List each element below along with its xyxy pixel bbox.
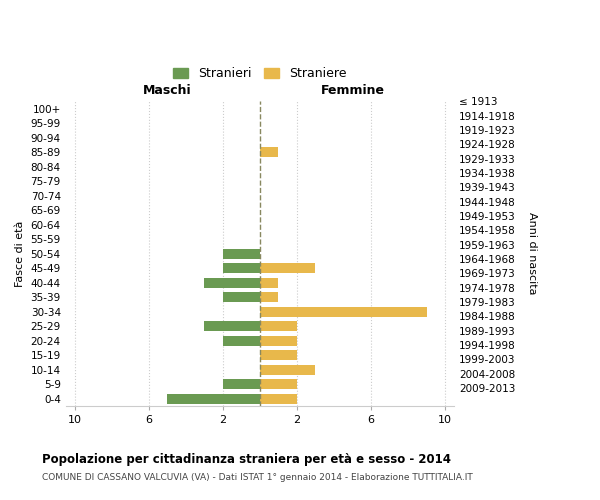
Bar (223, 379, 260, 390)
Text: Popolazione per cittadinanza straniera per età e sesso - 2014: Popolazione per cittadinanza straniera p… (42, 452, 451, 466)
Bar (223, 292, 260, 302)
Text: COMUNE DI CASSANO VALCUVIA (VA) - Dati ISTAT 1° gennaio 2014 - Elaborazione TUTT: COMUNE DI CASSANO VALCUVIA (VA) - Dati I… (42, 472, 473, 482)
Bar (223, 248, 260, 259)
Bar (223, 336, 260, 346)
Bar (260, 364, 316, 375)
Bar (223, 263, 260, 274)
Bar (260, 336, 297, 346)
Text: Maschi: Maschi (143, 84, 192, 97)
Bar (167, 394, 260, 404)
Bar (260, 278, 278, 288)
Bar (205, 321, 260, 332)
Bar (260, 321, 297, 332)
Bar (260, 263, 316, 274)
Text: Femmine: Femmine (320, 84, 385, 97)
Bar (260, 394, 297, 404)
Bar (260, 379, 297, 390)
Bar (205, 278, 260, 288)
Bar (260, 292, 278, 302)
Bar (260, 147, 278, 158)
Bar (260, 306, 427, 317)
Bar (260, 350, 297, 360)
Y-axis label: Fasce di età: Fasce di età (15, 220, 25, 287)
Y-axis label: Anni di nascita: Anni di nascita (527, 212, 537, 295)
Legend: Stranieri, Straniere: Stranieri, Straniere (168, 62, 352, 85)
